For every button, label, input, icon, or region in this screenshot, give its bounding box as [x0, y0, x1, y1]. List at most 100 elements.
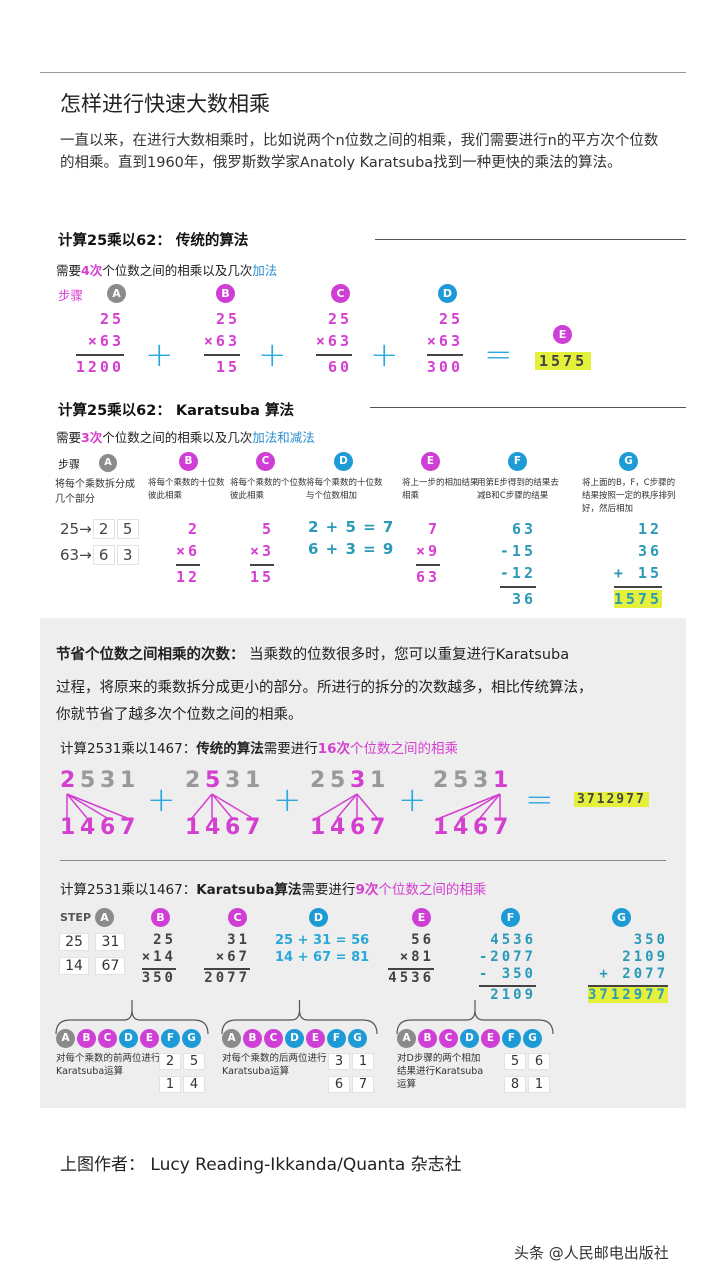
step-f-badge: F [327, 1029, 346, 1048]
math-column: 31 ×67 2077 [204, 932, 250, 987]
result-value: 1200 [75, 358, 124, 376]
result-value: 2077 [204, 970, 250, 986]
math-row: ×63 [87, 332, 124, 350]
step-description: 将上一步的相加结果相乘 [402, 478, 479, 501]
math-row: 31 [227, 932, 250, 948]
math-row: 25 [327, 310, 352, 328]
top-digit: 5 [330, 768, 346, 793]
t: 需要 [56, 430, 82, 445]
bottom-digit: 7 [245, 815, 261, 840]
bottom-digit: 4 [330, 815, 346, 840]
number: 25→ [60, 520, 92, 538]
step-b-badge: B [151, 908, 170, 927]
step-f-badge: F [501, 908, 520, 927]
savings-line3: 你就节省了越多次个位数之间的相乘。 [56, 707, 303, 723]
math-row: -2077 [478, 949, 536, 965]
connector-line [66, 793, 88, 819]
step-d-badge: D [438, 284, 457, 303]
section1-heading: 计算25乘以62： 传统的算法 [58, 233, 249, 249]
digit-box: 8 [504, 1076, 526, 1093]
step-d-badge: D [334, 452, 353, 471]
top-digit: 2 [185, 768, 201, 793]
t: 需要 [56, 263, 82, 278]
karatsuba-heading: 计算2531乘以1467：Karatsuba算法需要进行9次个位数之间的相乘 [60, 878, 486, 898]
t: 9次 [355, 882, 379, 898]
bottom-digit: 4 [205, 815, 221, 840]
digit-box: 2 [159, 1053, 181, 1070]
step-b-badge: B [216, 284, 235, 303]
digit-box: 6 [92, 545, 115, 565]
math-column: 63 -15 -12 36 [499, 518, 536, 610]
step-g-badge: G [182, 1029, 201, 1048]
t: 需要进行 [301, 882, 356, 898]
math-row: 63 [511, 520, 536, 538]
substep-description: 对D步骤的两个相加结果进行Karatsuba运算 [397, 1053, 484, 1090]
operator-sign: = [484, 335, 513, 375]
step-e-badge: E [421, 452, 440, 471]
math-column: 5 ×3 15 [249, 518, 274, 588]
operator-sign: + [145, 335, 174, 375]
bottom-digit: 4 [453, 815, 469, 840]
result-value: 36 [511, 590, 536, 608]
top-digit: 3 [100, 768, 116, 793]
connector-line [316, 793, 358, 819]
connector-line [211, 793, 233, 819]
step-f-badge: F [161, 1029, 180, 1048]
math-row: - 350 [478, 966, 536, 982]
digit-box: 1 [528, 1076, 550, 1093]
math-column: 25 ×63 60 [315, 308, 352, 378]
t: 当乘数的位数很多时，您可以重复进行Karatsuba [249, 647, 570, 663]
digit-box: 7 [352, 1076, 374, 1093]
math-result: 12 [175, 564, 200, 588]
math-result: 3712977 [587, 985, 668, 1004]
step-description: 将每个乘数的十位数与个位数相加 [306, 478, 383, 501]
digit-box: 5 [116, 519, 139, 539]
math-row: 350 [633, 932, 668, 948]
top-digit: 2 [433, 768, 449, 793]
top-digit: 1 [245, 768, 261, 793]
digit-box: 5 [183, 1053, 205, 1070]
math-row: 5 [261, 520, 274, 538]
t: Karatsuba算法 [196, 882, 302, 898]
math-result: 15 [203, 354, 240, 378]
math-column: 56 ×81 4536 [388, 932, 434, 987]
step-label: STEP [60, 911, 92, 924]
connector-line [66, 793, 128, 819]
math-row: 56 [411, 932, 434, 948]
operator-sign: = [525, 780, 554, 820]
result-value: 300 [426, 358, 463, 376]
step-d-badge: D [285, 1029, 304, 1048]
digit-box: 5 [504, 1053, 526, 1070]
digit-box: 3 [328, 1053, 350, 1070]
step-description: 将上面的B，F，C步骤的结果按照一定的秩序排列好，然后相加 [582, 478, 676, 514]
step-d-badge: D [119, 1029, 138, 1048]
result-value: 1575 [613, 590, 662, 608]
digit-box: 1 [159, 1076, 181, 1093]
savings-heading: 节省个位数之间相乘的次数： [56, 647, 245, 663]
savings-panel [40, 618, 686, 1108]
math-row: 7 [427, 520, 440, 538]
bottom-digit: 1 [60, 815, 76, 840]
math-result: 1200 [75, 354, 124, 378]
top-digit: 5 [80, 768, 96, 793]
bottom-digit: 7 [370, 815, 386, 840]
math-result: 300 [426, 354, 463, 378]
top-divider [40, 72, 686, 73]
step-g-badge: G [523, 1029, 542, 1048]
step-description: 将每个乘数的十位数彼此相乘 [148, 478, 225, 501]
step-g-badge: G [619, 452, 638, 471]
traditional-heading: 计算2531乘以1467：传统的算法需要进行16次个位数之间的相乘 [60, 737, 458, 757]
step-description: 将每个乘数拆分成几个部分 [55, 479, 135, 505]
math-row: ×81 [399, 949, 434, 965]
bottom-digit: 7 [120, 815, 136, 840]
section2-subtitle: 需要3次个位数之间的相乘以及几次加法和减法 [56, 427, 315, 446]
result-value: 15 [215, 358, 240, 376]
math-column: 25 ×63 1200 [75, 308, 124, 378]
split-row: 63→ 6 3 [60, 544, 140, 566]
step-g-badge: G [348, 1029, 367, 1048]
split-row: 25→ 2 5 [60, 518, 140, 540]
t: 计算2531乘以1467： [60, 741, 197, 757]
top-digit: 5 [205, 768, 221, 793]
